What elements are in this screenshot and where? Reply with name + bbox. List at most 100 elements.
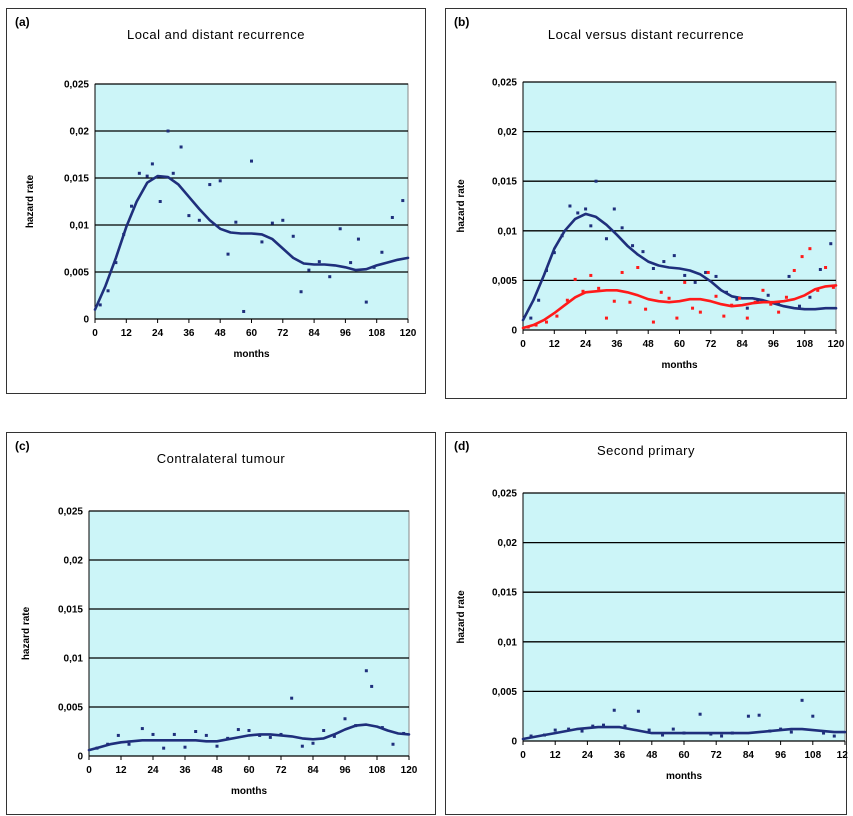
panel-letter: (d) <box>454 439 470 453</box>
data-point <box>565 298 569 302</box>
data-point <box>291 234 295 238</box>
y-tick-label: 0,01 <box>498 226 518 237</box>
chart-panel-b: (b) Local versus distant recurrence 0 0,0… <box>445 8 847 399</box>
data-point <box>322 729 326 733</box>
data-point <box>553 728 557 732</box>
series-line <box>521 212 838 322</box>
data-point <box>300 744 304 748</box>
y-tick-label: 0 <box>83 315 89 326</box>
data-point <box>631 244 635 248</box>
y-tick-label: 0,025 <box>492 489 517 500</box>
chart-svg: 0 0,005 0,01 0,015 0,02 0,025 0 12 24 36 48 60 72 84 9… <box>456 78 845 372</box>
data-point <box>720 734 724 738</box>
series-line <box>87 723 411 752</box>
data-point <box>568 204 572 208</box>
data-point <box>675 316 679 320</box>
data-point <box>620 226 624 230</box>
data-point <box>247 729 251 733</box>
data-point <box>127 742 131 746</box>
chart-title: Local versus distant recurrence <box>547 27 745 42</box>
y-tick-label: 0,025 <box>64 80 89 91</box>
data-point <box>260 240 264 244</box>
chart-panel-a: (a) Local and distant recurrence 0 0,005 0… <box>6 8 426 394</box>
data-point <box>364 300 368 304</box>
y-tick-label: 0,005 <box>492 276 517 287</box>
x-tick-label: 84 <box>309 328 321 339</box>
data-point <box>683 280 687 284</box>
data-point <box>529 734 533 738</box>
data-point <box>661 733 665 737</box>
y-tick-label: 0 <box>77 752 83 763</box>
x-tick-label: 24 <box>152 328 164 339</box>
y-axis-label: hazard rate <box>456 179 467 233</box>
chart-svg: 0 0,005 0,01 0,015 0,02 0,025 0 12 24 36 48 60 72 84 9… <box>21 507 418 798</box>
y-tick-label: 0,015 <box>64 174 89 185</box>
data-point <box>644 307 648 311</box>
data-point <box>602 723 605 727</box>
data-point <box>612 708 616 712</box>
x-tick-label: 60 <box>246 328 258 339</box>
data-point <box>667 296 671 300</box>
x-tick-label: 60 <box>243 765 255 776</box>
x-tick-label: 60 <box>674 339 686 350</box>
x-tick-label: 96 <box>768 339 780 350</box>
data-point <box>787 274 791 278</box>
data-point <box>769 302 773 306</box>
data-point <box>612 299 616 303</box>
x-tick-label: 84 <box>737 339 749 350</box>
y-tick-label: 0,005 <box>58 703 83 714</box>
y-tick-label: 0,01 <box>64 654 84 665</box>
data-point <box>808 247 812 251</box>
x-tick-label: 48 <box>215 328 227 339</box>
data-point <box>737 296 741 300</box>
data-point <box>299 290 303 294</box>
data-point <box>714 274 718 278</box>
data-point <box>166 129 170 133</box>
y-tick-label: 0,02 <box>70 127 90 138</box>
series-line <box>93 174 410 311</box>
data-point <box>745 316 749 320</box>
data-point <box>789 730 793 734</box>
data-point <box>620 270 624 274</box>
plot-area <box>522 81 837 331</box>
data-point <box>832 734 836 738</box>
data-point <box>332 734 336 738</box>
data-point <box>270 221 274 225</box>
plot-area <box>88 510 410 757</box>
x-tick-label: 120 <box>400 328 417 339</box>
data-point <box>106 289 110 293</box>
data-point <box>659 290 663 294</box>
data-point <box>552 251 556 255</box>
data-point <box>829 242 833 246</box>
y-tick-label: 0,025 <box>58 507 83 518</box>
data-point <box>208 183 212 187</box>
x-tick-label: 24 <box>147 765 159 776</box>
data-point <box>651 320 655 324</box>
data-point <box>604 316 608 320</box>
chart-title: Second primary <box>596 443 696 458</box>
data-point <box>816 288 820 292</box>
data-point <box>597 286 601 290</box>
data-point <box>537 298 541 302</box>
data-point <box>808 295 812 299</box>
series-line <box>521 284 838 330</box>
data-point <box>811 714 815 718</box>
data-point <box>390 215 394 219</box>
data-point <box>693 280 697 284</box>
data-point <box>698 712 702 716</box>
data-point <box>722 314 726 318</box>
x-axis-label: months <box>231 786 268 797</box>
x-tick-label: 12 <box>115 765 127 776</box>
data-point <box>628 300 632 304</box>
data-point <box>647 728 651 732</box>
x-tick-label: 120 <box>837 750 848 761</box>
data-point <box>567 727 571 731</box>
x-tick-label: 36 <box>179 765 191 776</box>
data-point <box>162 746 166 750</box>
x-tick-label: 96 <box>339 765 351 776</box>
data-point <box>589 224 593 228</box>
data-point <box>745 306 749 310</box>
y-tick-label: 0 <box>511 326 517 337</box>
data-point <box>761 288 765 292</box>
data-point <box>671 727 675 731</box>
